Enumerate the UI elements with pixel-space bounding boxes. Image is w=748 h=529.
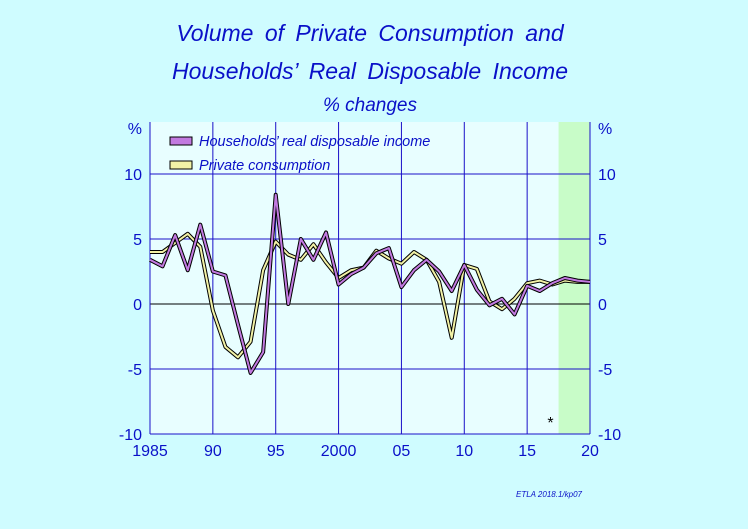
forecast-marker: * xyxy=(547,415,553,432)
y-tick-label-left: 10 xyxy=(124,167,142,184)
x-tick-label: 10 xyxy=(455,443,473,460)
y-tick-label-right: -10 xyxy=(598,427,621,444)
legend-label: Households’ real disposable income xyxy=(199,134,430,150)
series-line-income xyxy=(149,193,591,374)
x-tick-label: 05 xyxy=(393,443,411,460)
y-tick-label-right: 5 xyxy=(598,232,607,249)
y-tick-label-left: -10 xyxy=(119,427,142,444)
x-tick-label: 1985 xyxy=(132,443,168,460)
y-tick-label-left: 5 xyxy=(133,232,142,249)
y-unit-right: % xyxy=(598,121,612,138)
chart-subtitle: % changes xyxy=(322,95,417,116)
chart-title-line1: Volume of Private Consumption and xyxy=(176,20,564,46)
x-tick-label: 15 xyxy=(518,443,536,460)
source-credit: ETLA 2018.1/kp07 xyxy=(516,490,582,499)
y-tick-label-right: -5 xyxy=(598,362,612,379)
grid-lines xyxy=(149,122,591,435)
legend-swatch xyxy=(169,160,193,170)
axes: 10 10 5 5 0 0 -5 -5 -10 -10% % 1985 90 95 2000 05 10 15 20 xyxy=(119,121,621,460)
y-tick-label-left: 0 xyxy=(133,297,142,314)
legend-label: Private consumption xyxy=(199,158,330,174)
legend: Households’ real disposable income Privat… xyxy=(169,134,430,174)
legend-swatch xyxy=(169,136,193,146)
x-tick-label: 95 xyxy=(267,443,285,460)
chart-title-line2: Households’ Real Disposable Income xyxy=(172,58,568,84)
series-group xyxy=(149,192,591,375)
x-tick-label: 20 xyxy=(581,443,599,460)
x-tick-label: 2000 xyxy=(321,443,357,460)
y-tick-label-right: 0 xyxy=(598,297,607,314)
y-tick-label-right: 10 xyxy=(598,167,616,184)
y-unit-left: % xyxy=(128,121,142,138)
y-tick-label-left: -5 xyxy=(128,362,142,379)
x-tick-label: 90 xyxy=(204,443,222,460)
